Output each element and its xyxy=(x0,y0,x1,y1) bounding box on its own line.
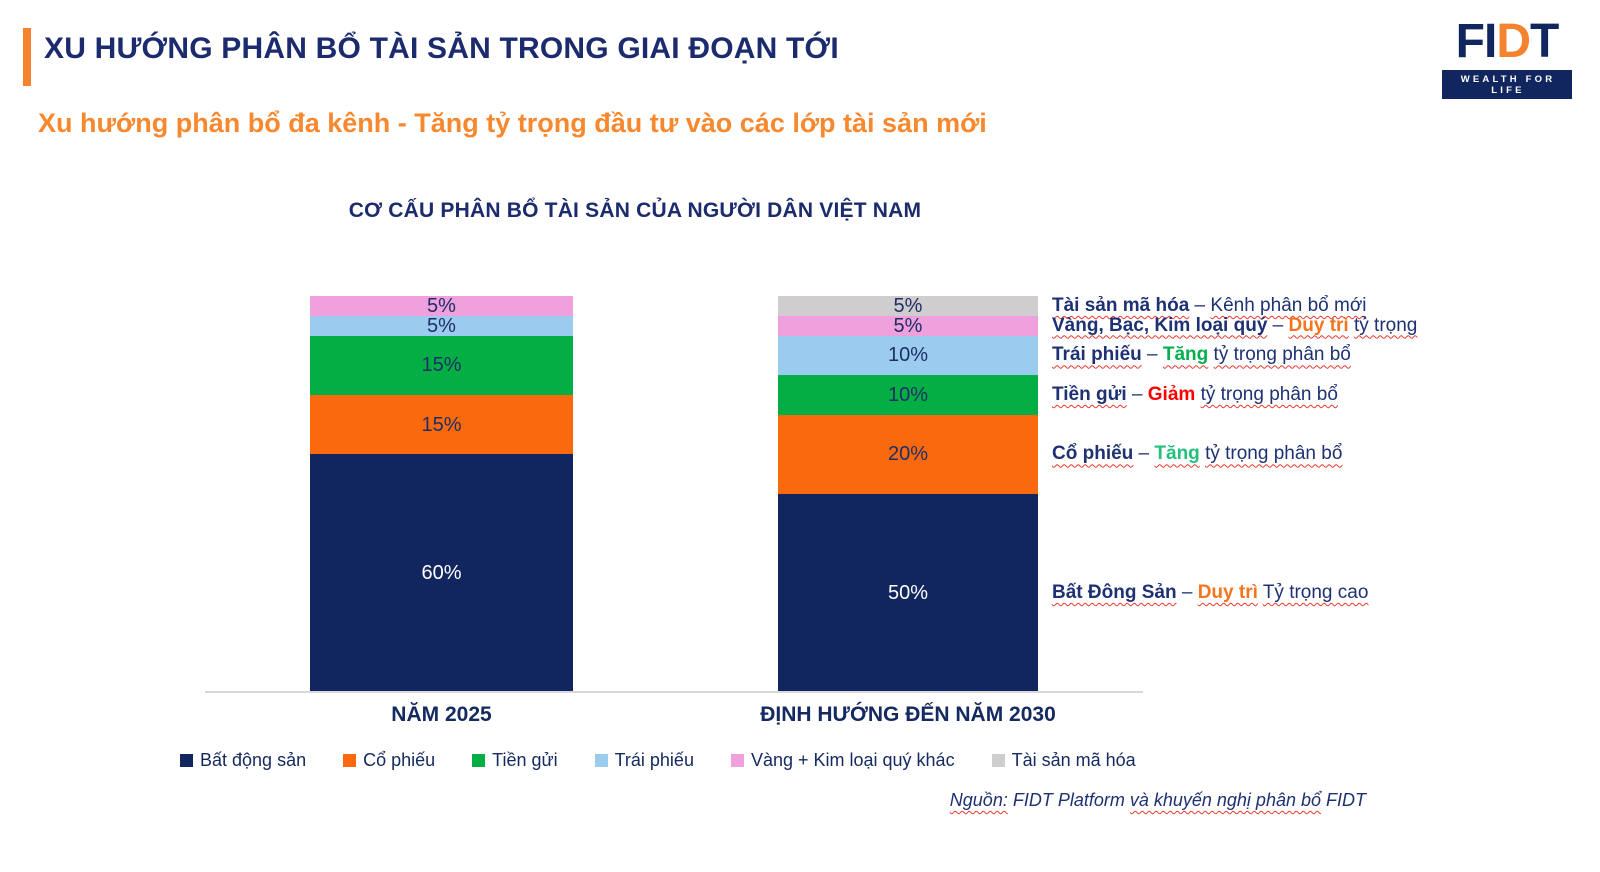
source-note: Nguồn: FIDT Platform và khuyến nghị phân… xyxy=(600,790,1366,811)
legend-label: Vàng + Kim loại quý khác xyxy=(750,750,955,770)
x-axis-line xyxy=(205,691,1143,693)
bar-segment-label: 5% xyxy=(427,314,456,337)
bar-segment-label: 15% xyxy=(421,413,462,436)
bar-segment: 15% xyxy=(310,395,573,455)
legend-swatch xyxy=(730,754,744,767)
annotation-line: Trái phiếu – Tăng tỷ trọng phân bổ xyxy=(1052,344,1351,366)
annotation-part: Trái phiếu xyxy=(1052,344,1142,366)
annotation-part: Bất Đông Sản xyxy=(1052,582,1177,603)
bar-segment: 5% xyxy=(310,294,573,317)
bar-segment: 15% xyxy=(310,335,573,395)
chart-title: CƠ CẤU PHÂN BỔ TÀI SẢN CỦA NGƯỜI DÂN VIỆ… xyxy=(348,199,922,222)
annotation-part: tỷ trọng xyxy=(1353,314,1418,336)
bar-segment: 10% xyxy=(778,375,1038,415)
bar-segment: 5% xyxy=(310,314,573,337)
source-part: FIDT xyxy=(1321,790,1366,810)
annotation-part: Cổ phiếu xyxy=(1052,443,1134,465)
annotation-part: tỷ trọng phân bổ xyxy=(1213,344,1351,366)
bar-segment-label: 15% xyxy=(421,354,462,377)
legend-swatch xyxy=(991,754,1005,767)
legend-item: Vàng + Kim loại quý khác xyxy=(730,750,955,771)
bar-segment-label: 5% xyxy=(893,314,923,337)
annotation-line: Vàng, Bạc, Kim loại quý – Duy trì tỷ trọ… xyxy=(1052,315,1417,337)
bar-segment-label: 60% xyxy=(421,562,462,585)
annotation-part: Tiền gửi xyxy=(1052,384,1127,405)
annotation-line: Tài sản mã hóa – Kênh phân bổ mới xyxy=(1052,295,1367,317)
annotation-part: Duy trì xyxy=(1288,314,1349,336)
bar-segment-label: 5% xyxy=(427,294,456,317)
annotation-part: Vàng, Bạc, Kim loại quý xyxy=(1052,314,1268,336)
bar-segment-label: 10% xyxy=(887,383,929,406)
annotation-part: Tăng xyxy=(1162,344,1209,366)
annotation-part: Tài sản mã hóa xyxy=(1052,294,1190,316)
legend-item: Bất động sản xyxy=(180,750,306,771)
annotation-line: Cổ phiếu – Tăng tỷ trọng phân bổ xyxy=(1052,443,1342,465)
legend-swatch xyxy=(472,754,486,767)
logo-part-d: D xyxy=(1496,15,1531,68)
legend-label: Trái phiếu xyxy=(614,750,694,770)
bar-segment-label: 50% xyxy=(887,582,929,604)
legend-item: Tiền gửi xyxy=(472,750,558,771)
legend-label: Tài sản mã hóa xyxy=(1011,750,1136,770)
annotation-part: Giảm xyxy=(1147,384,1196,405)
x-axis-label: ĐỊNH HƯỚNG ĐẾN NĂM 2030 xyxy=(760,703,1056,726)
annotation-part: Tỷ trọng cao xyxy=(1262,582,1369,603)
annotation-part: tỷ trọng phân bổ xyxy=(1200,384,1338,405)
annotation-part: – xyxy=(1133,443,1155,465)
legend-label: Bất động sản xyxy=(200,750,307,770)
annotation-line: Bất Đông Sản – Duy trì Tỷ trọng cao xyxy=(1052,582,1368,604)
chart-legend: Bất động sản Cổ phiếu Tiền gửi Trái phiếu Và… xyxy=(180,750,1136,771)
annotation-part: Duy trì xyxy=(1197,582,1258,603)
annotation-part: tỷ trọng phân bổ xyxy=(1205,443,1343,465)
bar-segment: 60% xyxy=(310,454,573,692)
annotation-part: – xyxy=(1126,384,1148,405)
annotation-part: – xyxy=(1176,582,1198,603)
logo-tagline: WEALTH FOR LIFE xyxy=(1442,70,1572,99)
annotation-line: Tiền gửi – Giảm tỷ trọng phân bổ xyxy=(1052,384,1338,406)
legend-swatch xyxy=(594,754,608,767)
legend-swatch xyxy=(343,754,357,767)
source-part: Nguồn: xyxy=(949,790,1008,810)
legend-label: Cổ phiếu xyxy=(363,750,436,770)
logo-part-t: T xyxy=(1530,15,1559,68)
fidt-logo: FIDT WEALTH FOR LIFE xyxy=(1442,16,1572,99)
annotation-part: Kênh phân bổ mới xyxy=(1210,294,1367,316)
bar-segment: 20% xyxy=(778,414,1038,494)
bar-segment: 5% xyxy=(778,294,1038,317)
annotation-part: – xyxy=(1189,294,1211,316)
bar-segment-label: 5% xyxy=(893,294,923,317)
legend-item: Trái phiếu xyxy=(594,750,694,771)
bar-segment: 5% xyxy=(778,314,1038,337)
source-part: và khuyến nghị phân bổ xyxy=(1129,790,1321,810)
legend-item: Tài sản mã hóa xyxy=(991,750,1136,771)
x-axis-label: NĂM 2025 xyxy=(391,703,492,726)
legend-item: Cổ phiếu xyxy=(343,750,435,771)
subtitle: Xu hướng phân bổ đa kênh - Tăng tỷ trọng… xyxy=(38,108,987,138)
annotation-part: – xyxy=(1141,344,1163,366)
bar-segment-label: 20% xyxy=(887,443,929,466)
legend-swatch xyxy=(180,754,193,767)
bar-segment: 10% xyxy=(778,335,1038,376)
annotation-part: – xyxy=(1267,314,1289,336)
bar-segment-label: 10% xyxy=(887,344,929,367)
bar-segment: 50% xyxy=(778,494,1038,692)
logo-part-fi: FI xyxy=(1455,15,1498,68)
annotation-part: Tăng xyxy=(1154,443,1200,465)
page-title: XU HƯỚNG PHÂN BỔ TÀI SẢN TRONG GIAI ĐOẠN… xyxy=(44,32,839,65)
title-accent-bar xyxy=(23,28,31,86)
source-part: FIDT Platform xyxy=(1007,790,1130,810)
fidt-logo-letters: FIDT xyxy=(1442,16,1572,68)
legend-label: Tiền gửi xyxy=(492,750,558,770)
